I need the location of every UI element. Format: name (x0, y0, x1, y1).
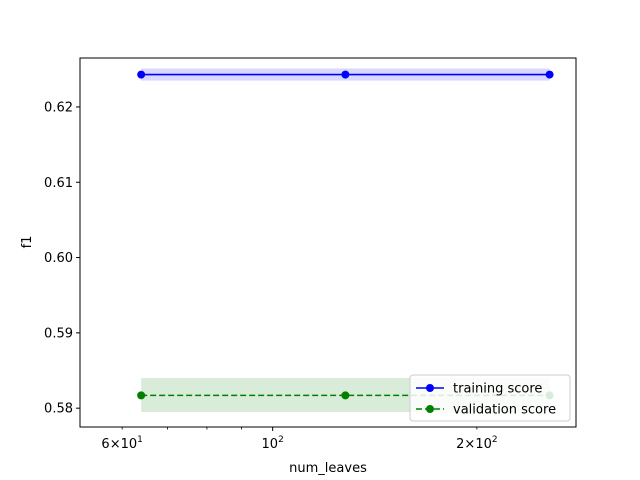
y-axis-ticks: 0.58 0.59 0.60 0.61 0.62 (44, 100, 80, 417)
validation-score-point (137, 391, 146, 400)
y-tick-label: 0.58 (44, 402, 73, 417)
x-axis-label: num_leaves (289, 461, 367, 476)
legend: training score validation score (409, 374, 571, 422)
y-tick-label: 0.62 (44, 100, 73, 115)
legend-box (409, 374, 571, 422)
y-tick-label: 0.59 (44, 326, 73, 341)
x-axis-ticks: 102 6×101 2×102 (101, 427, 498, 452)
legend-marker-swatch (426, 405, 434, 413)
training-score-point (137, 70, 146, 79)
training-score-point (545, 70, 554, 79)
legend-marker-swatch (426, 384, 434, 392)
legend-label: training score (453, 382, 542, 397)
x-tick-label: 102 (262, 435, 284, 452)
y-axis-label: f1 (20, 236, 35, 249)
x-tick-label: 6×101 (101, 435, 142, 452)
axes-frame (79, 57, 577, 428)
y-tick-label: 0.60 (44, 251, 73, 266)
legend-label: validation score (453, 403, 556, 418)
validation-score-point (341, 391, 350, 400)
y-tick-label: 0.61 (44, 176, 73, 191)
training-score-point (341, 70, 350, 79)
x-tick-label: 2×102 (456, 435, 497, 452)
plot-area (137, 68, 554, 412)
